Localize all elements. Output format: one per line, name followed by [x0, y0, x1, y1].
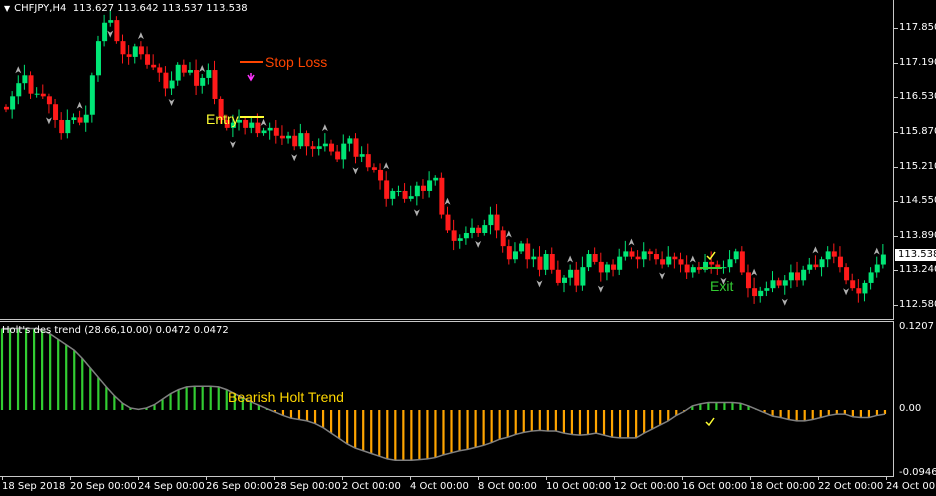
stop-loss-label: Stop Loss	[265, 54, 328, 70]
time-tick-label: 8 Oct 00:00	[478, 481, 537, 492]
price-tick-label: 117.850	[899, 22, 936, 33]
price-tick-label: 113.240	[899, 264, 936, 276]
time-tick-label: 22 Oct 00:00	[818, 481, 884, 492]
time-tick-label: 10 Oct 00:00	[546, 481, 612, 492]
price-chart-pane[interactable]: ▼ CHFJPY,H4 113.627 113.642 113.537 113.5…	[0, 0, 894, 320]
time-tick-label: 20 Sep 00:00	[70, 481, 137, 492]
price-tick-label: 112.580	[899, 299, 936, 310]
time-tick-label: 18 Oct 00:00	[750, 481, 816, 492]
ohlc-values: 113.627 113.642 113.537 113.538	[72, 3, 248, 14]
price-tick-label: 113.890	[899, 230, 936, 242]
time-tick-label: 24 Oct 00:00	[886, 481, 936, 492]
price-tick-label: 114.550	[899, 195, 936, 207]
holt-histogram	[0, 327, 887, 462]
price-tick-label: 117.190	[899, 56, 936, 68]
price-tick-label: 115.870	[899, 126, 936, 138]
time-tick-label: 28 Sep 00:00	[274, 481, 341, 492]
chart-title: ▼ CHFJPY,H4 113.627 113.642 113.537 113.5…	[4, 3, 248, 14]
time-tick-label: 12 Oct 00:00	[614, 481, 680, 492]
time-tick-label: 18 Sep 2018	[2, 481, 66, 492]
time-tick-label: 26 Sep 00:00	[206, 481, 273, 492]
symbol-timeframe: CHFJPY,H4	[14, 3, 67, 14]
indicator-tick-label: -0.0946	[899, 467, 936, 478]
entry-label: Entry	[206, 111, 239, 127]
indicator-title: Holt's des trend (28.66,10.00) 0.0472 0.…	[2, 325, 229, 336]
time-tick-label: 4 Oct 00:00	[410, 481, 469, 492]
time-tick-label: 24 Sep 00:00	[138, 481, 205, 492]
exit-label: Exit	[710, 278, 734, 294]
candlestick-chart	[4, 9, 886, 306]
price-tick-label: 116.530	[899, 91, 936, 103]
indicator-pane[interactable]: Holt's des trend (28.66,10.00) 0.0472 0.…	[0, 321, 894, 477]
time-tick-label: 16 Oct 00:00	[682, 481, 748, 492]
collapse-triangle-icon[interactable]: ▼	[4, 4, 11, 13]
current-price-label: 113.538	[895, 249, 936, 261]
indicator-tick-label: 0.1207	[899, 321, 934, 332]
bearish-trend-label: Bearish Holt Trend	[228, 389, 344, 405]
price-tick-label: 115.210	[899, 160, 936, 172]
indicator-tick-label: 0.00	[899, 403, 922, 414]
time-tick-label: 2 Oct 00:00	[342, 481, 401, 492]
